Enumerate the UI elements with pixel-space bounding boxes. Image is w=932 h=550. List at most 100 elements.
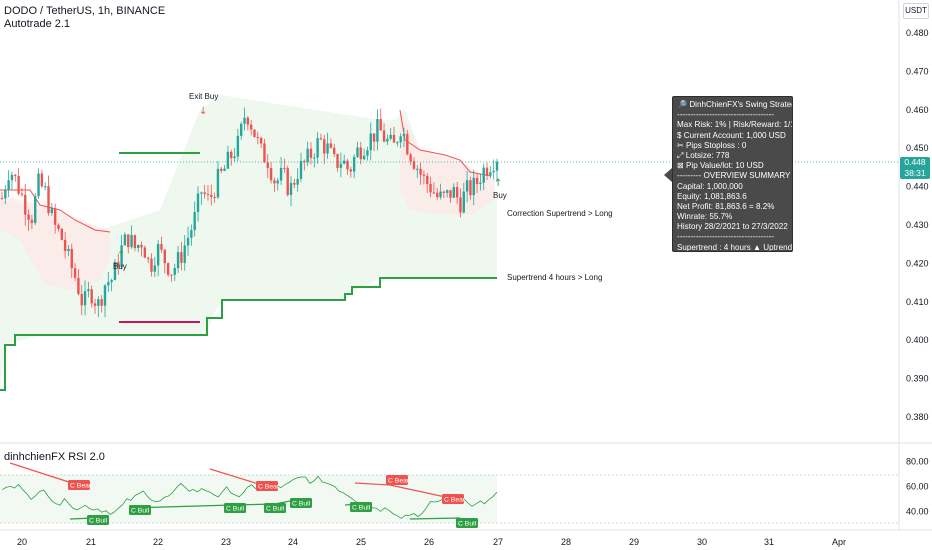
candle-body — [170, 274, 173, 276]
candle-body — [379, 119, 382, 131]
bull-tag — [290, 498, 312, 508]
x-tick-label: 25 — [356, 537, 366, 547]
candle-body — [0, 198, 4, 200]
candle-body — [17, 176, 20, 194]
candle-body — [183, 245, 186, 263]
candle-body — [220, 168, 223, 171]
candle-body — [485, 167, 489, 176]
y-tick-label: 0.380 — [906, 412, 929, 422]
x-tick-label: 24 — [288, 537, 298, 547]
tooltip-line: History 28/2/2021 to 27/3/2022 — [677, 222, 788, 232]
candle-body — [489, 172, 492, 176]
bull-tag — [350, 502, 372, 512]
bear-tag-text: C Bear — [388, 478, 410, 485]
candle-body — [326, 143, 329, 154]
bear-tag — [442, 494, 464, 504]
candle-body — [349, 169, 353, 172]
rsi-indicator-name[interactable]: dinhchienFX RSI 2.0 — [4, 451, 105, 463]
candle-body — [279, 167, 283, 181]
candle-body — [432, 192, 436, 194]
bull-tag-text: C Bull — [226, 506, 245, 513]
candle-body — [239, 123, 243, 136]
candle-body — [63, 239, 67, 252]
y-tick-label: 0.420 — [906, 258, 929, 268]
candle-body — [299, 160, 303, 179]
candle-body — [369, 133, 372, 151]
candle-body — [226, 151, 230, 169]
candle-body — [249, 124, 253, 130]
bull-tag-text: C Bull — [131, 508, 150, 515]
bear-tag — [386, 475, 408, 485]
bull-tag-text: C Bull — [292, 501, 311, 508]
buy-arrow-icon-left: ↑ — [117, 250, 125, 261]
buy-label-left: Buy — [113, 262, 127, 271]
candle-body — [336, 154, 339, 168]
candle-body — [47, 186, 50, 214]
candle-body — [399, 136, 402, 143]
symbol-title[interactable]: DODO / TetherUS, 1h, BINANCE — [4, 5, 166, 17]
candle-body — [7, 180, 10, 191]
candle-body — [273, 180, 276, 184]
candle-body — [303, 160, 306, 163]
candle-body — [323, 139, 326, 154]
candle-body — [97, 299, 100, 306]
candle-body — [416, 168, 419, 170]
candle-body — [392, 134, 396, 143]
tooltip-arrow — [664, 168, 672, 182]
correction-supertrend-line — [0, 189, 111, 233]
candle-body — [10, 174, 14, 181]
candle-body — [73, 268, 77, 278]
candle-body — [286, 168, 289, 195]
candle-body — [223, 168, 226, 171]
y-tick-label: 0.430 — [906, 220, 929, 230]
candle-body — [113, 261, 117, 281]
candle-body — [34, 196, 37, 223]
candle-body — [60, 228, 63, 240]
bear-tag-text: C Bear — [258, 484, 280, 491]
indicator-name[interactable]: Autotrade 2.1 — [4, 18, 71, 30]
candle-body — [83, 291, 87, 306]
candle-body — [469, 180, 472, 196]
tooltip-line: ⤢ Lotsize: 778 — [677, 150, 730, 160]
candle-body — [482, 167, 485, 183]
candle-body — [475, 177, 479, 184]
candle-body — [472, 177, 475, 196]
candle-body — [50, 208, 54, 214]
candle-body — [333, 147, 336, 155]
candle-body — [203, 192, 206, 195]
candle-body — [233, 156, 236, 159]
candle-body — [180, 252, 183, 263]
exit-buy-arrow-icon: ↓ — [199, 106, 207, 117]
candle-body — [259, 137, 263, 144]
candle-body — [37, 173, 40, 197]
candle-body — [243, 117, 246, 124]
tooltip-line: Capital: 1,000,000 — [677, 181, 743, 191]
candle-body — [389, 134, 392, 139]
candle-body — [402, 133, 406, 137]
tooltip-line: Equity: 1,081,863.6 — [677, 191, 747, 201]
candle-body — [445, 190, 449, 193]
candle-body — [27, 214, 30, 220]
y-tick-label: 0.470 — [906, 66, 929, 76]
candle-body — [372, 133, 376, 142]
candle-body — [455, 187, 459, 198]
candle-body — [130, 235, 133, 248]
candle-body — [362, 155, 366, 160]
candle-body — [20, 193, 24, 195]
candle-body — [296, 178, 299, 185]
supertrend-4h-line — [0, 277, 497, 391]
candle-body — [382, 130, 386, 142]
rsi-line — [1, 475, 498, 519]
supertrend-4h-label: Supertrend 4 hours > Long — [507, 273, 602, 282]
bull-tag — [87, 515, 109, 525]
candle-body — [67, 248, 70, 252]
candle-body — [107, 282, 110, 286]
candle-body — [57, 224, 60, 229]
bull-tag-text: C Bull — [458, 521, 477, 528]
candle-body — [342, 160, 346, 164]
candle-body — [133, 235, 137, 249]
candle-body — [156, 244, 160, 266]
currency-label[interactable]: USDT — [903, 3, 929, 19]
candle-body — [422, 174, 426, 176]
